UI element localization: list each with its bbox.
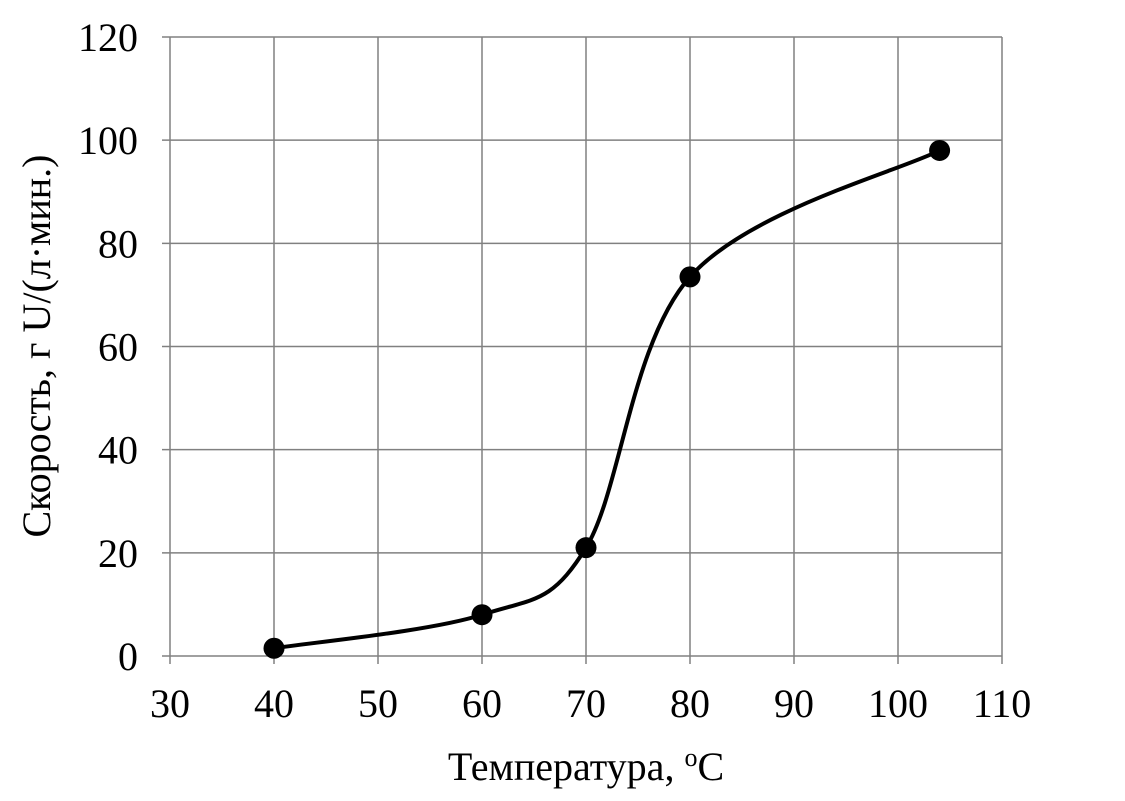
x-tick-label: 80 <box>670 681 710 726</box>
x-axis-title-text: Температура, <box>448 744 685 789</box>
series-curve <box>273 148 941 651</box>
data-points <box>263 139 951 659</box>
x-axis-title-degree: o <box>684 743 697 772</box>
x-axis-ticks: 30 40 50 60 70 80 90 100 110 <box>150 681 1031 726</box>
y-tick-label: 40 <box>98 428 138 473</box>
x-tick-label: 90 <box>774 681 814 726</box>
data-point <box>929 139 951 161</box>
x-axis-title: Температура, oC <box>448 743 724 789</box>
data-point <box>471 604 493 626</box>
x-axis-title-unit: C <box>697 744 724 789</box>
x-tick-label: 70 <box>566 681 606 726</box>
data-point <box>575 537 597 559</box>
y-axis-title: Скорость, г U/(л·мин.) <box>14 154 59 537</box>
y-tick-label: 0 <box>118 634 138 679</box>
x-tick-label: 50 <box>358 681 398 726</box>
x-tick-label: 110 <box>973 681 1032 726</box>
y-axis-ticks: 0 20 40 60 80 100 120 <box>78 15 138 679</box>
x-tick-label: 100 <box>868 681 928 726</box>
data-point <box>263 637 285 659</box>
data-point <box>679 266 701 288</box>
y-tick-label: 60 <box>98 325 138 370</box>
y-tick-label: 80 <box>98 221 138 266</box>
x-tick-label: 30 <box>150 681 190 726</box>
y-tick-label: 100 <box>78 118 138 163</box>
y-tick-label: 120 <box>78 15 138 60</box>
x-tick-label: 60 <box>462 681 502 726</box>
grid <box>162 36 1003 664</box>
y-tick-label: 20 <box>98 531 138 576</box>
x-tick-label: 40 <box>254 681 294 726</box>
